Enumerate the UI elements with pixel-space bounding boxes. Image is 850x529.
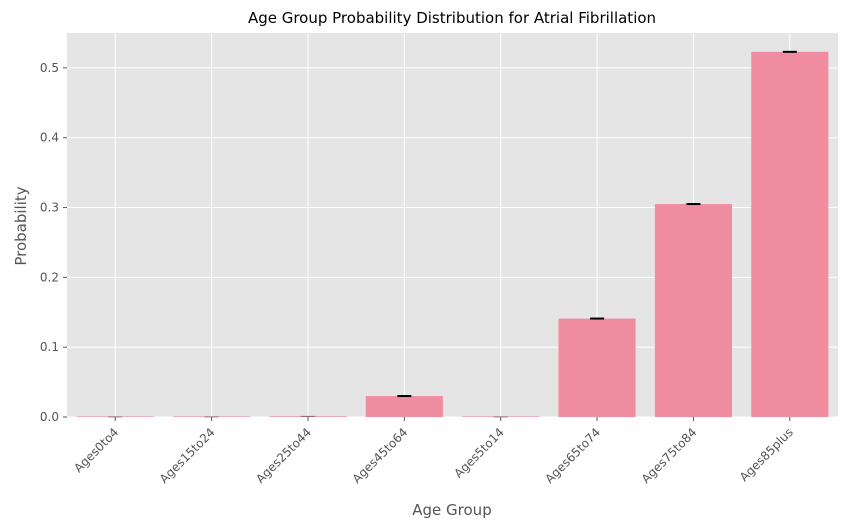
bar [558,318,636,417]
y-tick-label: 0.5 [40,61,59,75]
bars [76,51,829,417]
bar [654,204,732,417]
chart-title: Age Group Probability Distribution for A… [248,9,656,27]
x-tick-label: Ages85plus [737,425,796,484]
y-axis: 0.0 0.1 0.2 0.3 0.4 0.5 [40,61,67,424]
x-tick-label: Ages5to14 [451,425,506,480]
x-tick-label: Ages15to24 [157,425,218,486]
bar [365,396,443,417]
y-axis-label: Probability [12,186,30,265]
x-tick-label: Ages0to4 [71,425,121,475]
y-tick-label: 0.1 [40,340,59,354]
y-tick-label: 0.0 [40,410,59,424]
x-tick-label: Ages65to74 [542,425,603,486]
x-tick-label: Ages25to44 [253,425,314,486]
bar [751,51,829,417]
x-tick-label: Ages75to84 [639,425,700,486]
x-tick-label: Ages45to64 [350,425,411,486]
x-axis-label: Age Group [412,501,491,519]
grid [67,33,838,418]
y-tick-label: 0.2 [40,270,59,284]
y-tick-label: 0.3 [40,201,59,215]
y-tick-label: 0.4 [40,131,59,145]
x-axis: Ages0to4 Ages15to24 Ages25to44 Ages45to64 Ag… [71,417,796,486]
